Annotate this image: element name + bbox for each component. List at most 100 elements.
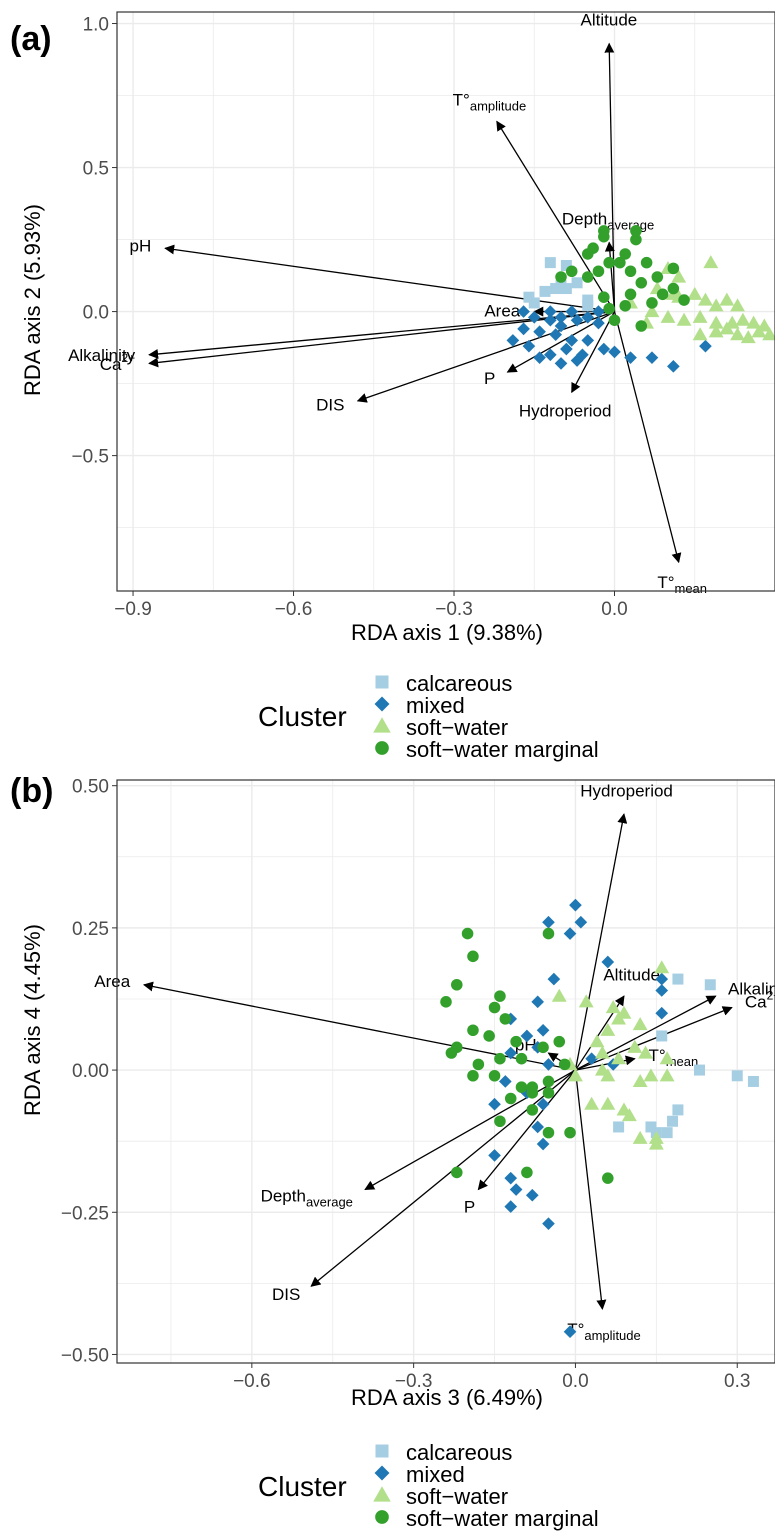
panel-a-point-soft-water-marginal-17 [646,297,658,309]
panel-b-point-soft-water-marginal-10 [510,1035,522,1048]
panel-a-arrow-altitude [604,42,616,312]
panel-a-point-soft-water-marginal-7 [603,256,615,269]
panel-a-point-soft-water-marginal-21 [667,262,680,275]
panel-b-point-soft-water-0 [654,960,670,974]
panel-b-point-soft-water-marginal-23 [504,1092,517,1105]
panel-b-ticks: −0.6 −0.3 0.0 0.3 −0.50 −0.25 0.00 0.25 0.50 [61,777,751,1392]
panel-a-point-mixed-18 [506,334,520,347]
panel-b-point-soft-water-marginal-16 [537,1041,549,1054]
panel-b-point-calcareous-0 [672,973,684,985]
panel-b-point-soft-water-1 [605,1000,621,1014]
panel-b-point-mixed-21 [536,1097,550,1111]
panel-a-point-soft-water-17 [746,315,762,329]
panel-a-point-mixed-8 [549,328,562,341]
panel-a-point-soft-water-19 [719,321,735,335]
panel-b-point-soft-water-14 [600,1068,616,1082]
panel-a-point-soft-water-6 [698,292,713,306]
legend-b-label-mixed: mixed [406,1462,465,1487]
panel-b-x-tick-label: −0.3 [395,1371,433,1392]
panel-b-y-tick-label: 0.25 [72,919,109,940]
panel-a-arrow-dis [356,310,615,403]
panel-b-point-soft-water-marginal-4 [440,996,452,1008]
panel-a-point-soft-water-7 [708,298,724,312]
panel-a-point-mixed-12 [543,348,557,362]
panel-b-point-soft-water-marginal-28 [564,1126,576,1139]
legend-a-label-soft-water-marginal: soft−water marginal [406,737,599,762]
panel-b-point-mixed-23 [536,1137,550,1151]
panel-b-point-soft-water-marginal-17 [553,1035,566,1048]
panel-b-frame [116,779,775,1364]
panel-b-point-soft-water-marginal-9 [483,1030,495,1042]
panel-b-x-tick-label: −0.6 [233,1371,271,1392]
panel-b-point-mixed-26 [509,1183,523,1196]
panel-a-arrow-t-amplitude [496,120,616,312]
panel-b-point-soft-water-marginal-22 [526,1104,539,1116]
panel-b-arrow-label-altitude: Altitude [603,965,660,984]
panel-b-point-calcareous-8 [661,1127,673,1139]
panel-a-ticks: −0.9 −0.6 −0.3 0.0 −0.5 0.0 0.5 1.0 [71,15,627,620]
panel-b-arrow-label-p: P [464,1197,475,1216]
panel-a-point-soft-water-25 [708,324,724,338]
panel-a-point-soft-water-24 [692,327,708,341]
panel-a-arrow-hydroperiod [571,311,616,394]
panel-a-point-soft-water-marginal-19 [608,314,621,326]
panel-b-point-mixed-12 [536,1023,550,1037]
panel-b-arrow-label-hydroperiod: Hydroperiod [580,781,673,800]
panel-b-point-soft-water-22 [648,1136,664,1150]
panel-b-y-tick-label: −0.25 [61,1203,109,1224]
panel-b-point-mixed-0 [542,915,555,929]
panel-b-x-tick-label: 0.3 [724,1371,750,1392]
panel-a-arrows: AltitudeT°amplitudeDepthaveragepHAreaAlk… [68,11,707,596]
panel-a-frame [116,11,775,592]
panel-b-x-tick-label: 0.0 [562,1371,588,1392]
legend-a-label-mixed: mixed [406,693,465,718]
panel-a-point-mixed-16 [570,354,584,367]
panel-a-border [116,11,775,592]
panel-a-point-soft-water-2 [703,255,719,269]
panel-b-arrow-caion [575,1006,733,1071]
panel-a-point-soft-water-22 [751,324,767,338]
panel-b-point-soft-water-marginal-14 [472,1058,485,1071]
panel-a-x-tick-label: −0.3 [435,599,473,620]
panel-a-arrow-t-mean [613,311,682,564]
panel-a-point-soft-water-marginal-14 [635,277,648,289]
panel-b-point-soft-water-marginal-8 [467,1024,479,1037]
panel-a-y-tick-label: 1.0 [83,15,109,36]
panel-b-point-mixed-2 [574,915,588,929]
legend-a-key-soft-water [373,717,391,733]
legend-a-title: Cluster [258,701,347,732]
panel-b-point-soft-water-20 [632,1130,648,1144]
panel-b-point-soft-water-8 [589,1034,605,1048]
panel-a-point-soft-water-marginal-18 [678,294,690,306]
panel-a-arrow-label-altitude: Altitude [581,11,638,30]
panel-b-point-soft-water-marginal-1 [467,950,479,963]
panel-b-point-soft-water-marginal-32 [526,1087,539,1099]
panel-b-arrow-t-amplitude [574,1070,607,1310]
panel-a-x-tick-label: 0.0 [601,599,627,620]
panel-b-point-mixed-22 [531,1120,545,1134]
panel-a-point-soft-water-marginal-22 [635,320,648,332]
panel-a-point-mixed-20 [517,322,530,336]
panel-b-point-soft-water-marginal-3 [451,978,463,991]
panel-b-arrow-depthaverage [364,1069,576,1191]
panel-a-point-soft-water-9 [730,298,745,312]
panel-b-point-soft-water-7 [578,994,594,1008]
panel-a-point-calcareous-6 [528,297,540,309]
panel-a-point-mixed-29 [554,311,568,324]
legend-a-key-mixed [374,696,390,712]
panel-a-point-mixed-24 [667,359,680,373]
legend-b-key-soft-water-marginal [375,1510,389,1524]
panel-a-x-tick-label: −0.6 [275,599,313,620]
panel-a-arrow-label-hydroperiod: Hydroperiod [519,402,612,421]
panel-a-point-soft-water-marginal-24 [555,271,567,283]
panel-a-point-soft-water-marginal-20 [603,302,615,315]
panel-a-point-soft-water-marginal-16 [598,291,610,303]
panel-b-point-mixed-8 [531,995,545,1009]
panel-a-arrow-label-area: Area [484,302,520,321]
panel-b-point-mixed-1 [569,898,582,912]
panel-b-arrow-label-area: Area [94,972,130,991]
panel-b-point-mixed-6 [655,984,669,997]
panel-a-point-soft-water-marginal-11 [651,271,664,283]
panel-b-point-soft-water-marginal-15 [515,1052,528,1065]
